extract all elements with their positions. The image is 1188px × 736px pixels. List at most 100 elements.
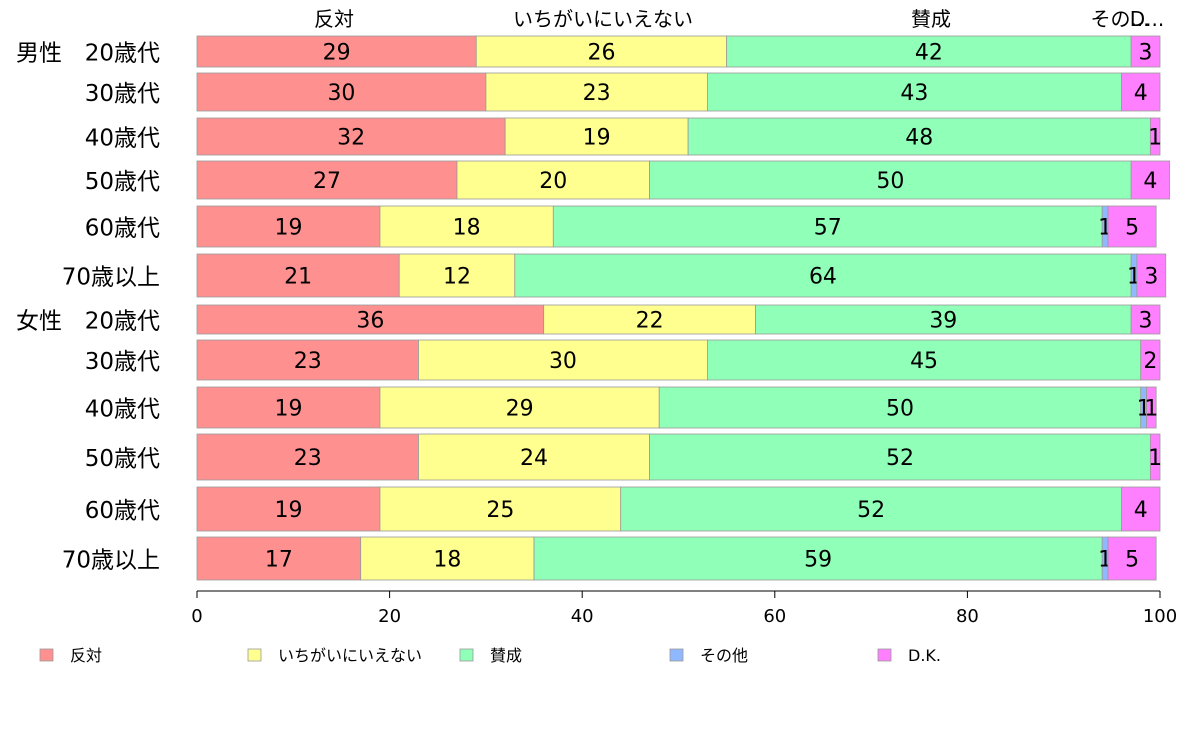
x-tick-label: 60 — [763, 606, 786, 627]
bar-segment — [726, 35, 1132, 68]
category-label: 70歳以上 — [62, 548, 160, 574]
bar-value-label: 43 — [900, 81, 928, 106]
bar-value-label: 20 — [539, 169, 567, 194]
bar-value-label: 30 — [327, 81, 355, 106]
bar-value-label: 12 — [443, 265, 471, 290]
top-series-label: いちがいにいえない — [513, 7, 693, 31]
bar-value-label: 19 — [274, 397, 302, 422]
bar-segment — [1121, 486, 1161, 532]
bar-value-label: 21 — [284, 265, 312, 290]
bar-segment — [196, 72, 487, 112]
legend-swatch — [669, 648, 684, 662]
bar-value-label: 2 — [1143, 349, 1157, 374]
bar-segment — [196, 253, 400, 298]
bar-value-label: 5 — [1125, 216, 1139, 241]
bar-segment — [196, 205, 381, 248]
legend-label: 反対 — [70, 646, 102, 665]
bar-value-label: 19 — [583, 126, 611, 151]
bar-segment — [196, 433, 419, 481]
bar-value-label: 3 — [1139, 309, 1153, 334]
bar-value-label: 18 — [433, 548, 461, 573]
bar-value-label: 64 — [809, 265, 837, 290]
bar-segment — [1130, 35, 1161, 68]
bar-segment — [649, 160, 1132, 200]
legend-swatch — [459, 648, 474, 662]
bar-value-label: 42 — [915, 41, 943, 66]
category-label: 40歳代 — [85, 126, 160, 152]
category-label: 30歳代 — [85, 81, 160, 107]
legend-swatch — [39, 648, 54, 662]
bar-segment — [1107, 536, 1157, 581]
bar-segment — [552, 205, 1103, 248]
bar-segment — [1121, 72, 1161, 112]
bar-value-label: 36 — [356, 309, 384, 334]
category-label: 30歳代 — [85, 349, 160, 375]
bar-value-label: 52 — [886, 446, 914, 471]
bar-segment — [1149, 117, 1161, 156]
group-label: 男性 — [16, 41, 62, 67]
bar-value-label: 32 — [337, 126, 365, 151]
bar-segment — [543, 304, 756, 335]
top-series-label: 反対 — [314, 7, 354, 31]
bar-value-label: 4 — [1134, 81, 1148, 106]
category-label: 20歳代 — [85, 41, 160, 67]
bar-value-label: 3 — [1144, 265, 1158, 290]
bar-segment — [379, 386, 660, 429]
bar-value-label: 57 — [814, 216, 842, 241]
bar-segment — [485, 72, 708, 112]
category-label: 40歳代 — [85, 397, 160, 423]
legend-label: その他 — [700, 646, 748, 665]
bar-value-label: 45 — [910, 349, 938, 374]
x-tick-label: 100 — [1143, 606, 1177, 627]
bar-value-label: 1 — [1144, 397, 1158, 422]
bar-segment — [475, 35, 728, 68]
group-label: 女性 — [16, 309, 62, 335]
category-label: 20歳代 — [85, 309, 160, 335]
category-label: 60歳代 — [85, 498, 160, 524]
legend-label: 賛成 — [490, 646, 522, 665]
bar-value-label: 39 — [929, 309, 957, 334]
bar-segment — [418, 339, 708, 381]
x-tick-label: 80 — [956, 606, 979, 627]
bar-value-label: 23 — [294, 446, 322, 471]
bar-segment — [196, 117, 506, 156]
bar-value-label: 30 — [549, 349, 577, 374]
bar-segment — [1130, 304, 1161, 335]
bar-value-label: 50 — [886, 397, 914, 422]
bar-value-label: 5 — [1125, 548, 1139, 573]
bar-segment — [196, 486, 381, 532]
bar-segment — [706, 72, 1122, 112]
bar-segment — [196, 304, 545, 335]
bar-segment — [687, 117, 1151, 156]
bar-segment — [1149, 433, 1161, 481]
bar-value-label: 52 — [857, 498, 885, 523]
bar-segment — [360, 536, 535, 581]
bar-segment — [1130, 160, 1171, 200]
bar-value-label: 27 — [313, 169, 341, 194]
top-series-label: その... — [1090, 7, 1149, 31]
bar-value-label: 23 — [583, 81, 611, 106]
bar-value-label: 18 — [453, 216, 481, 241]
category-label: 50歳代 — [85, 446, 160, 472]
bar-value-label: 50 — [876, 169, 904, 194]
bar-segment — [1146, 386, 1157, 429]
bar-segment — [620, 486, 1122, 532]
legend-label: D.K. — [908, 646, 941, 665]
category-label: 50歳代 — [85, 169, 160, 195]
bar-segment — [196, 339, 419, 381]
bar-value-label: 3 — [1139, 41, 1153, 66]
bar-value-label: 23 — [294, 349, 322, 374]
category-label: 60歳代 — [85, 216, 160, 242]
bar-value-label: 24 — [520, 446, 548, 471]
bar-segment — [1136, 253, 1167, 298]
bar-value-label: 29 — [323, 41, 351, 66]
bar-segment — [514, 253, 1132, 298]
x-tick-label: 20 — [378, 606, 401, 627]
bar-segment — [504, 117, 689, 156]
bar-segment — [1140, 339, 1161, 381]
bar-value-label: 19 — [274, 498, 302, 523]
x-tick-label: 0 — [191, 606, 202, 627]
bar-value-label: 17 — [265, 548, 293, 573]
bar-value-label: 19 — [274, 216, 302, 241]
